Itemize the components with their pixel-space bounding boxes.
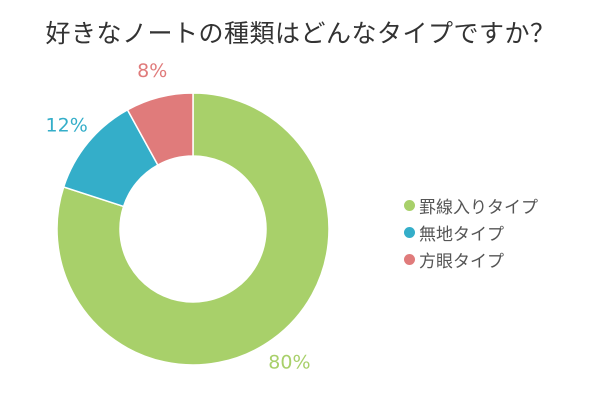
legend-dot-icon bbox=[404, 254, 415, 265]
legend-label: 罫線入りタイプ bbox=[419, 198, 538, 218]
chart-title: 好きなノートの種類はどんなタイプですか？ bbox=[45, 19, 556, 48]
legend-dot-icon bbox=[404, 200, 415, 211]
slice-lined bbox=[56, 92, 330, 366]
legend-dot-icon bbox=[404, 227, 415, 238]
chart-legend: 罫線入りタイプ 無地タイプ方眼タイプ bbox=[404, 192, 538, 273]
legend-label: 無地タイプ bbox=[419, 225, 504, 245]
legend-item-lined: 罫線入りタイプ bbox=[404, 192, 538, 219]
slice-label-blank: 12% bbox=[46, 114, 88, 136]
slice-label-lined: 80% bbox=[268, 352, 310, 374]
legend-label: 方眼タイプ bbox=[419, 252, 504, 272]
slice-label-grid: 8% bbox=[137, 60, 167, 82]
legend-item-blank: 無地タイプ bbox=[404, 219, 538, 246]
slice-grid bbox=[126, 92, 194, 167]
legend-item-grid: 方眼タイプ bbox=[404, 246, 538, 273]
